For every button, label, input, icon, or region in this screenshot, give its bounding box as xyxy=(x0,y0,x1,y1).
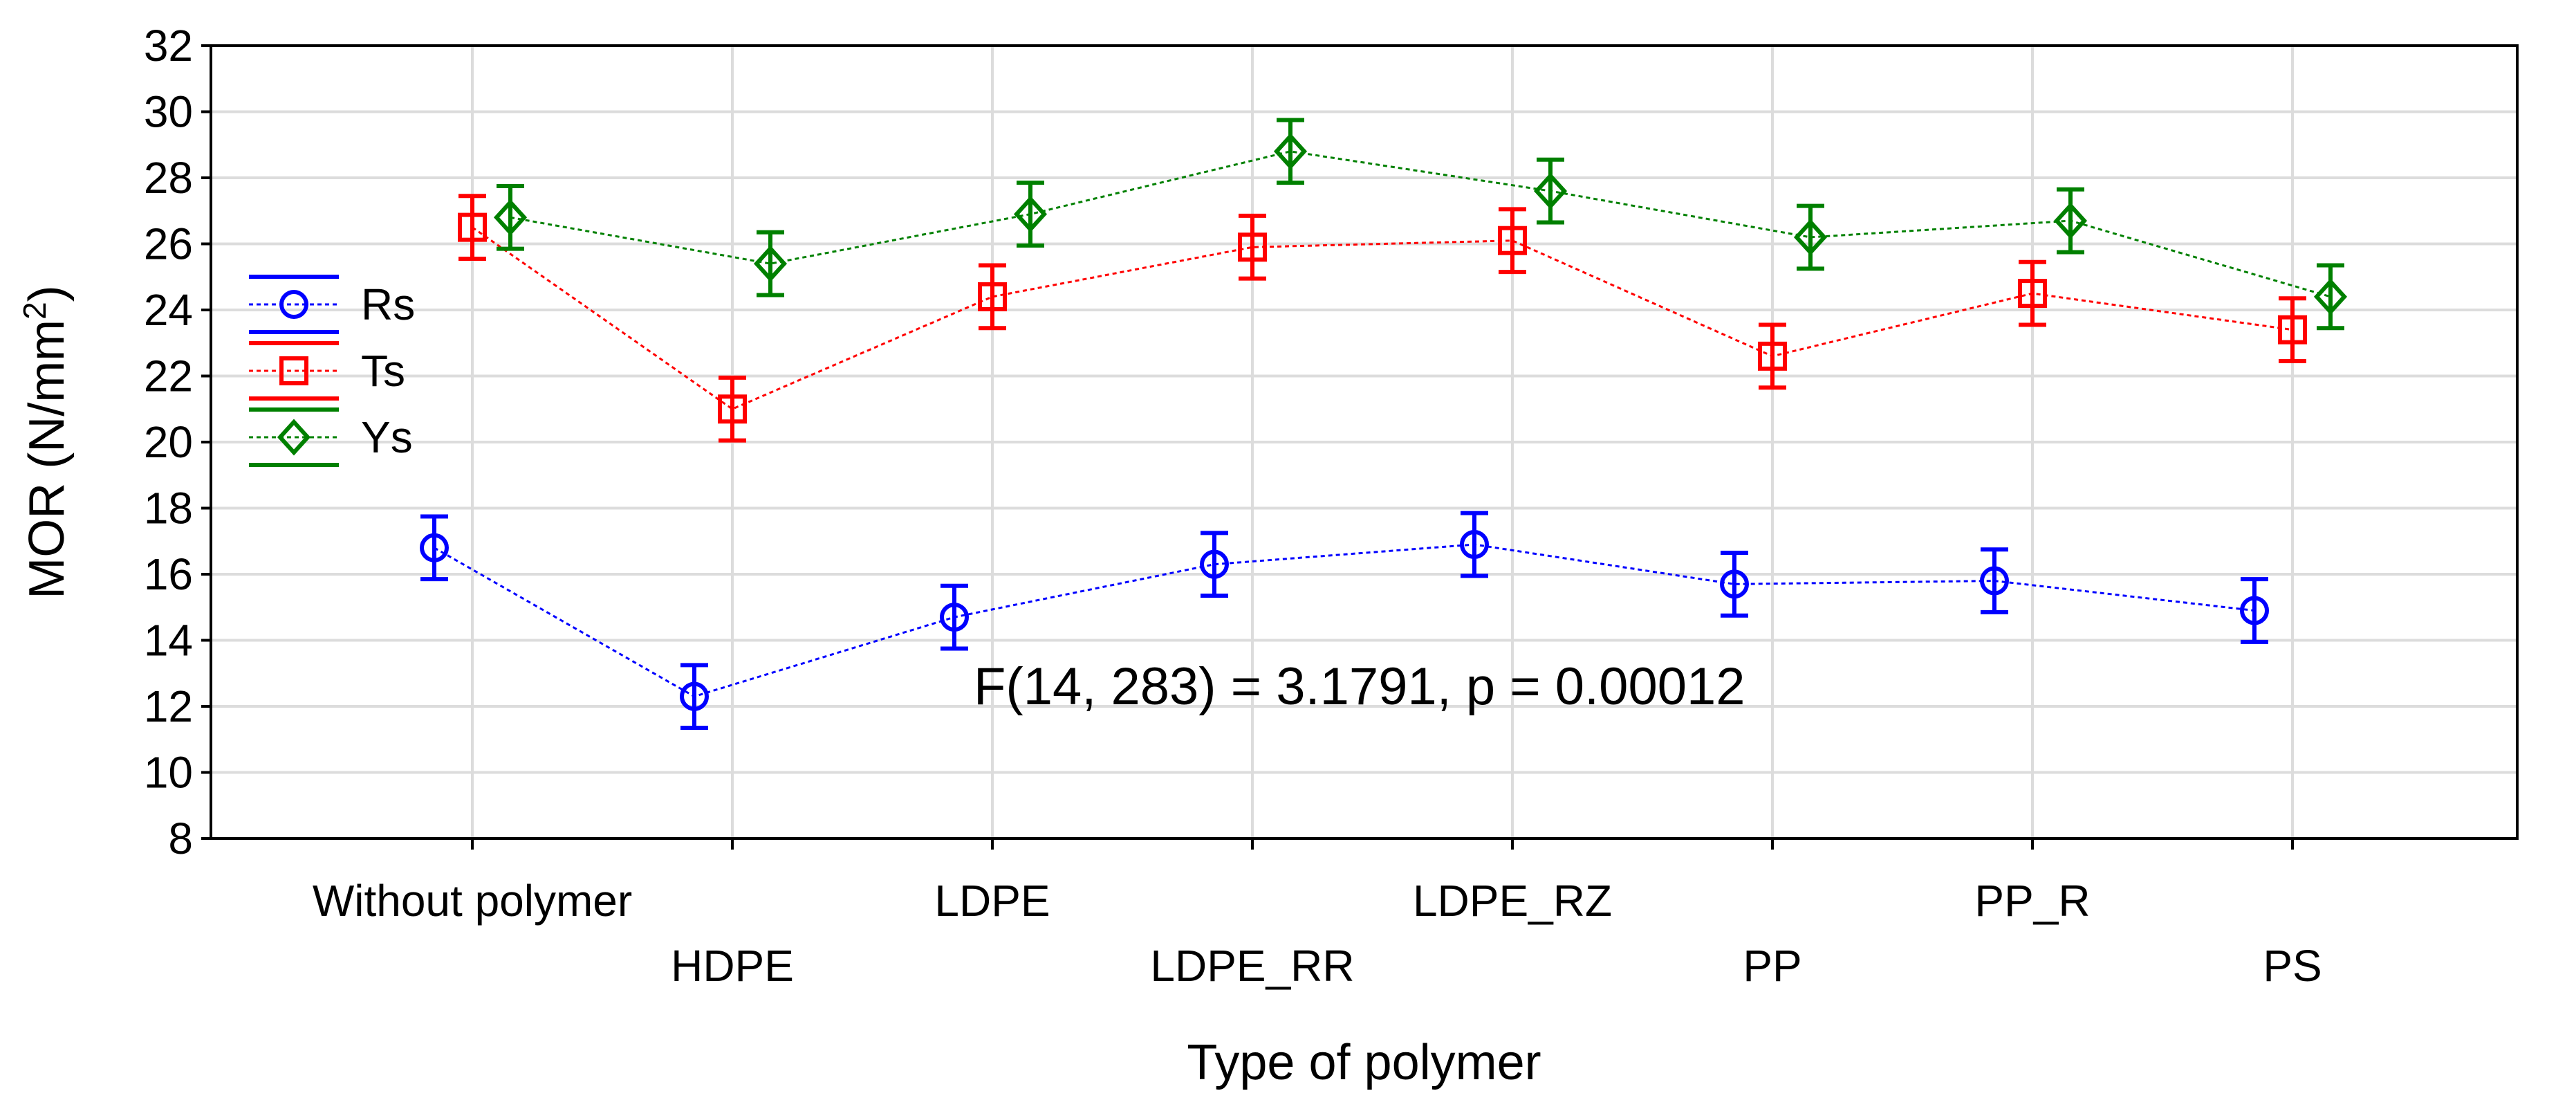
x-axis-title: Type of polymer xyxy=(1187,1035,1541,1090)
data-point xyxy=(680,681,709,711)
y-axis-title-sup: 2 xyxy=(17,302,53,320)
data-point xyxy=(2313,278,2348,315)
y-tick-label: 22 xyxy=(144,351,193,401)
legend-label: Ys xyxy=(361,412,413,462)
x-tick-label: LDPE xyxy=(934,876,1050,926)
x-tick-label: PP xyxy=(1743,941,1801,991)
legend-marker xyxy=(277,419,311,456)
y-tick-label: 20 xyxy=(144,417,193,467)
data-point xyxy=(2240,596,2269,625)
legend-item-rs: Rs xyxy=(249,275,415,334)
data-point xyxy=(1758,341,1787,371)
legend-label: Rs xyxy=(361,279,415,329)
series-ts xyxy=(458,194,2307,443)
x-tick-label: PP_R xyxy=(1974,876,2090,926)
y-tick-label: 14 xyxy=(144,616,193,666)
legend-marker xyxy=(279,290,308,319)
data-point xyxy=(2278,315,2307,345)
series-line xyxy=(434,543,2255,698)
y-tick-label: 28 xyxy=(144,153,193,203)
grid-layer xyxy=(211,44,2517,840)
y-tick-label: 8 xyxy=(168,814,193,863)
y-tick-label: 32 xyxy=(144,21,193,71)
series-line xyxy=(510,150,2331,298)
data-point xyxy=(940,603,969,632)
legend-item-ts: Ts xyxy=(249,341,405,401)
y-tick-label: 18 xyxy=(144,484,193,533)
data-point xyxy=(1200,549,1229,579)
y-axis-title-main: MOR (N/mm xyxy=(19,320,75,599)
x-tick-label: LDPE_RZ xyxy=(1413,876,1612,926)
data-point xyxy=(493,199,528,236)
data-point xyxy=(1720,569,1749,599)
data-point xyxy=(1980,566,2009,596)
data-point xyxy=(753,245,788,282)
y-tick-label: 12 xyxy=(144,681,193,731)
series-line xyxy=(472,226,2293,410)
series-layer xyxy=(420,118,2348,731)
x-tick-label: Without polymer xyxy=(313,876,632,926)
series-rs xyxy=(420,511,2269,731)
data-point xyxy=(1273,133,1308,170)
tick-layer: 8 10 12 14 16 18 20 22 24 26 28 30 32 Without polymer… xyxy=(144,21,2322,991)
y-tick-label: 24 xyxy=(144,285,193,335)
data-point xyxy=(978,282,1007,311)
y-axis-title-close: ) xyxy=(19,285,75,302)
data-point xyxy=(1460,530,1489,560)
legend-label: Ts xyxy=(361,346,405,396)
data-point xyxy=(2053,202,2088,239)
data-point xyxy=(1498,226,1527,255)
y-tick-label: 30 xyxy=(144,87,193,137)
data-point xyxy=(1013,196,1048,232)
x-tick-label: HDPE xyxy=(671,941,794,991)
data-point xyxy=(1238,232,1267,262)
legend-marker xyxy=(279,356,308,385)
data-point xyxy=(1533,172,1568,210)
y-tick-label: 16 xyxy=(144,549,193,599)
y-tick-label: 26 xyxy=(144,219,193,269)
stats-annotation: F(14, 283) = 3.1791, p = 0.00012 xyxy=(974,657,1745,716)
data-point xyxy=(458,212,487,242)
series-ys xyxy=(493,118,2348,331)
data-point xyxy=(1793,219,1828,256)
y-axis-title: MOR (N/mm2) xyxy=(17,285,75,599)
legend-item-ys: Ys xyxy=(249,407,413,467)
x-tick-label: LDPE_RR xyxy=(1150,941,1354,991)
data-point xyxy=(2018,279,2047,309)
data-point xyxy=(420,533,449,562)
y-tick-label: 10 xyxy=(144,748,193,798)
x-tick-label: PS xyxy=(2263,941,2322,991)
legend-layer: Rs Ts Ys xyxy=(249,275,415,467)
data-point xyxy=(718,394,747,424)
